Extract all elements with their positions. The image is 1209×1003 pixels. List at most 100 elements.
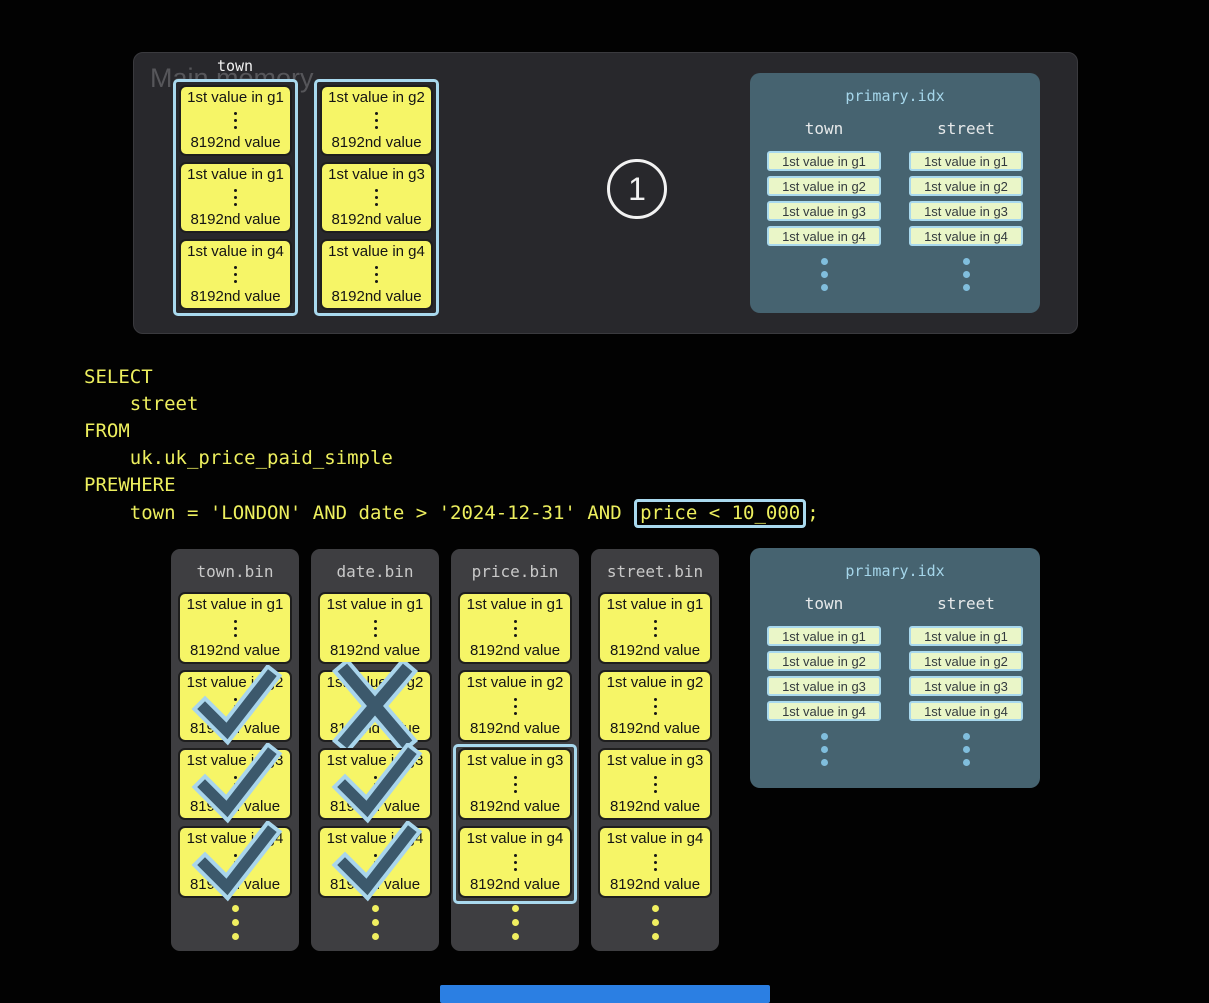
highlighted-predicate: price < 10_000 [634, 499, 807, 528]
granule-box: 1st value in g3 8192nd value [598, 748, 712, 820]
granule-box: 1st value in g2 8192nd value [318, 670, 432, 742]
granule-first-value: 1st value in g3 [326, 752, 424, 769]
granule-first-value: 1st value in g3 [328, 166, 425, 183]
granule-last-value: 8192nd value [331, 287, 422, 305]
video-progress-bar[interactable] [440, 985, 770, 1003]
granule-box: 1st value in g2 8192nd value [598, 670, 712, 742]
granule-first-value: 1st value in g2 [466, 674, 564, 691]
vertical-ellipsis [962, 733, 970, 766]
primary-idx-panel-bottom: primary.idx town 1st value in g1 1st val… [750, 548, 1040, 788]
vertical-ellipsis [653, 853, 657, 871]
granule-box: 1st value in g4 8192nd value [179, 239, 292, 310]
granule-box: 1st value in g1 8192nd value [179, 162, 292, 233]
vertical-ellipsis [513, 775, 517, 793]
bin-granule-list: 1st value in g1 8192nd value 1st value i… [598, 592, 712, 898]
idx-entry: 1st value in g3 [909, 201, 1023, 221]
granule-cell: 1st value in g3 8192nd value [458, 748, 572, 820]
granule-box: 1st value in g4 8192nd value [458, 826, 572, 898]
memory-granule-column-1: 1st value in g1 8192nd value 1st value i… [173, 79, 298, 316]
vertical-ellipsis [234, 112, 237, 129]
bin-file-name: street.bin [606, 562, 704, 581]
vertical-ellipsis [373, 775, 377, 793]
vertical-ellipsis [820, 258, 828, 291]
granule-cell: 1st value in g3 8192nd value [318, 743, 432, 824]
sql-line: street [84, 393, 199, 415]
bin-file-name: date.bin [336, 562, 414, 581]
step-number: 1 [628, 170, 646, 207]
vertical-ellipsis [234, 266, 237, 283]
granule-first-value: 1st value in g4 [606, 830, 704, 847]
idx-entry: 1st value in g2 [767, 176, 881, 196]
vertical-ellipsis [234, 189, 237, 206]
granule-last-value: 8192nd value [329, 875, 421, 893]
idx-entry: 1st value in g4 [767, 701, 881, 721]
granule-box: 1st value in g3 8192nd value [178, 748, 292, 820]
granule-last-value: 8192nd value [469, 875, 561, 893]
vertical-ellipsis [373, 697, 377, 715]
granule-first-value: 1st value in g1 [186, 596, 284, 613]
granule-first-value: 1st value in g1 [466, 596, 564, 613]
sql-line: ; [807, 502, 819, 524]
idx-column-name: town [804, 119, 844, 138]
granule-first-value: 1st value in g1 [187, 89, 284, 106]
granule-last-value: 8192nd value [190, 287, 281, 305]
idx-entry: 1st value in g4 [909, 701, 1023, 721]
idx-entry: 1st value in g2 [767, 651, 881, 671]
granule-box: 1st value in g2 8192nd value [320, 85, 433, 156]
memory-granule-column-2: 1st value in g2 8192nd value 1st value i… [314, 79, 439, 316]
sql-line: FROM [84, 420, 130, 442]
granule-first-value: 1st value in g4 [186, 830, 284, 847]
granule-last-value: 8192nd value [469, 641, 561, 659]
vertical-ellipsis [513, 697, 517, 715]
granule-box: 1st value in g3 8192nd value [320, 162, 433, 233]
granule-cell: 1st value in g4 8192nd value [598, 826, 712, 898]
granule-box: 1st value in g1 8192nd value [458, 592, 572, 664]
step-1-badge: 1 [607, 159, 667, 219]
vertical-ellipsis [233, 853, 237, 871]
granule-first-value: 1st value in g4 [326, 830, 424, 847]
granule-last-value: 8192nd value [190, 133, 281, 151]
vertical-ellipsis [233, 775, 237, 793]
granule-box: 1st value in g4 8192nd value [178, 826, 292, 898]
main-memory-panel: Main memory town 1st value in g1 8192nd … [133, 52, 1078, 334]
bin-panel-street: street.bin 1st value in g1 8192nd value … [591, 549, 719, 951]
primary-idx-columns: town 1st value in g1 1st value in g2 1st… [750, 594, 1040, 766]
granule-first-value: 1st value in g3 [606, 752, 704, 769]
bin-file-name: town.bin [196, 562, 274, 581]
granule-last-value: 8192nd value [469, 719, 561, 737]
vertical-ellipsis [653, 775, 657, 793]
vertical-ellipsis [375, 112, 378, 129]
idx-entry: 1st value in g4 [909, 226, 1023, 246]
granule-last-value: 8192nd value [189, 875, 281, 893]
idx-column-town: town 1st value in g1 1st value in g2 1st… [767, 594, 881, 766]
granule-cell: 1st value in g3 8192nd value [598, 748, 712, 820]
vertical-ellipsis [820, 733, 828, 766]
granule-last-value: 8192nd value [331, 210, 422, 228]
selected-granules-outline [453, 744, 577, 904]
primary-idx-title: primary.idx [845, 87, 945, 105]
granule-first-value: 1st value in g4 [187, 243, 284, 260]
granule-first-value: 1st value in g2 [328, 89, 425, 106]
vertical-ellipsis [513, 619, 517, 637]
idx-column-name: street [937, 594, 995, 613]
vertical-ellipsis [233, 619, 237, 637]
granule-last-value: 8192nd value [609, 641, 701, 659]
granule-first-value: 1st value in g3 [466, 752, 564, 769]
granule-cell: 1st value in g1 8192nd value [598, 592, 712, 664]
vertical-ellipsis [591, 905, 719, 940]
idx-column-street: street 1st value in g1 1st value in g2 1… [909, 594, 1023, 766]
granule-first-value: 1st value in g1 [606, 596, 704, 613]
vertical-ellipsis [653, 697, 657, 715]
bin-panel-price: price.bin 1st value in g1 8192nd value 1… [451, 549, 579, 951]
granule-cell: 1st value in g1 8192nd value [318, 592, 432, 664]
granule-box: 1st value in g1 8192nd value [178, 592, 292, 664]
idx-column-street: street 1st value in g1 1st value in g2 1… [909, 119, 1023, 291]
granule-last-value: 8192nd value [329, 797, 421, 815]
vertical-ellipsis [653, 619, 657, 637]
idx-entry: 1st value in g1 [909, 626, 1023, 646]
vertical-ellipsis [171, 905, 299, 940]
granule-first-value: 1st value in g1 [187, 166, 284, 183]
granule-last-value: 8192nd value [189, 719, 281, 737]
bin-panel-town: town.bin 1st value in g1 8192nd value 1s… [171, 549, 299, 951]
